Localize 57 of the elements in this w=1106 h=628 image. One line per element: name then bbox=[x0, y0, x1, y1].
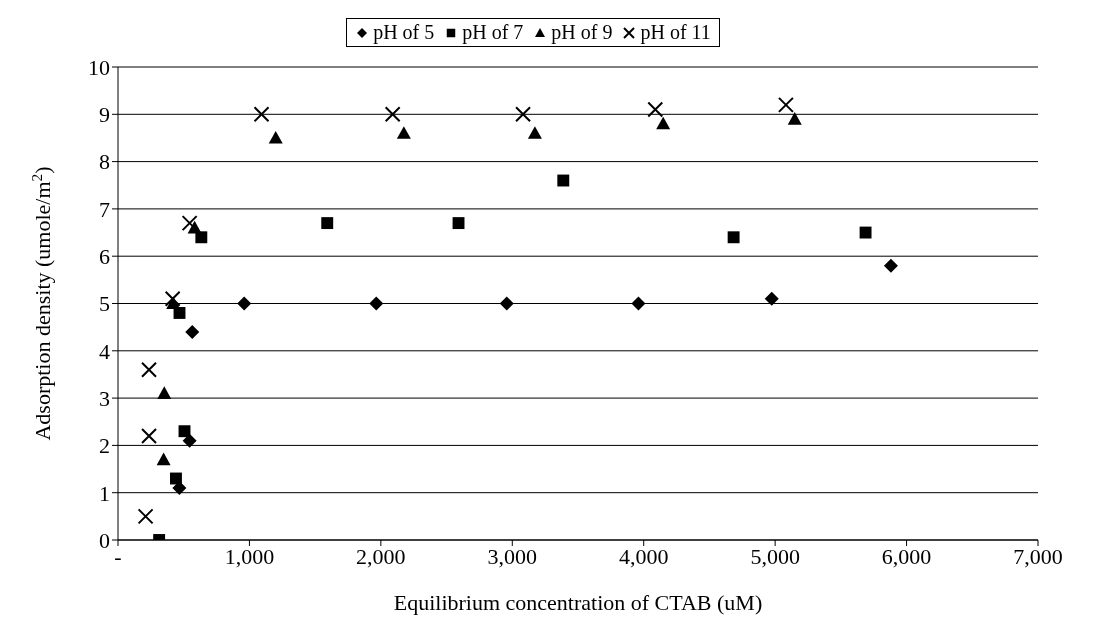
y-tick-label: 10 bbox=[88, 54, 110, 80]
point bbox=[527, 126, 542, 139]
point bbox=[727, 231, 740, 244]
y-tick-label: 3 bbox=[99, 385, 110, 411]
y-tick-label: 2 bbox=[99, 433, 110, 459]
point bbox=[764, 291, 779, 306]
point bbox=[369, 296, 384, 311]
x-tick-label: 1,000 bbox=[224, 543, 275, 569]
point bbox=[515, 106, 532, 123]
point bbox=[859, 226, 872, 239]
point bbox=[157, 386, 172, 399]
point bbox=[384, 106, 401, 123]
point bbox=[396, 126, 411, 139]
point bbox=[268, 130, 283, 144]
x-tick-label: 5,000 bbox=[750, 543, 800, 569]
point bbox=[170, 472, 182, 485]
point bbox=[656, 116, 671, 130]
x-tick-label: 6,000 bbox=[881, 543, 932, 569]
x-tick-label: 3,000 bbox=[487, 543, 538, 569]
x-tick-label: 4,000 bbox=[618, 543, 669, 569]
point bbox=[253, 106, 270, 123]
y-tick-label: 4 bbox=[99, 338, 110, 364]
point bbox=[452, 217, 465, 230]
y-tick-label: 1 bbox=[99, 480, 110, 506]
point bbox=[181, 215, 198, 232]
point bbox=[182, 433, 197, 448]
x-tick-label: 7,000 bbox=[1013, 543, 1063, 569]
y-tick-label: 6 bbox=[99, 244, 110, 270]
legend-label: pH of 11 bbox=[640, 21, 711, 44]
point bbox=[195, 231, 208, 244]
point bbox=[787, 112, 802, 125]
x-tick-label: 2,000 bbox=[356, 543, 406, 569]
point bbox=[557, 174, 570, 187]
point bbox=[156, 452, 171, 466]
point bbox=[321, 217, 334, 230]
y-tick-label: 5 bbox=[99, 291, 110, 317]
point bbox=[141, 361, 158, 378]
point bbox=[631, 296, 646, 311]
x-axis-title: Equilibrium concentration of CTAB (uM) bbox=[393, 590, 763, 615]
y-tick-label: 9 bbox=[99, 102, 110, 128]
point bbox=[164, 290, 181, 307]
point bbox=[137, 508, 154, 525]
y-tick-label: 7 bbox=[99, 196, 110, 222]
point bbox=[141, 427, 158, 444]
legend-label: pH of 9 bbox=[551, 21, 613, 44]
y-tick-label: 8 bbox=[99, 149, 110, 175]
legend-label: pH of 5 bbox=[373, 21, 435, 44]
point bbox=[185, 324, 200, 339]
point bbox=[178, 425, 191, 438]
point bbox=[647, 101, 664, 118]
y-tick-label: 0 bbox=[99, 527, 110, 553]
point bbox=[499, 296, 514, 311]
x-tick-label: - bbox=[114, 543, 122, 569]
point bbox=[237, 296, 252, 311]
point bbox=[883, 258, 898, 273]
legend-label: pH of 7 bbox=[462, 21, 524, 44]
point bbox=[777, 96, 794, 113]
